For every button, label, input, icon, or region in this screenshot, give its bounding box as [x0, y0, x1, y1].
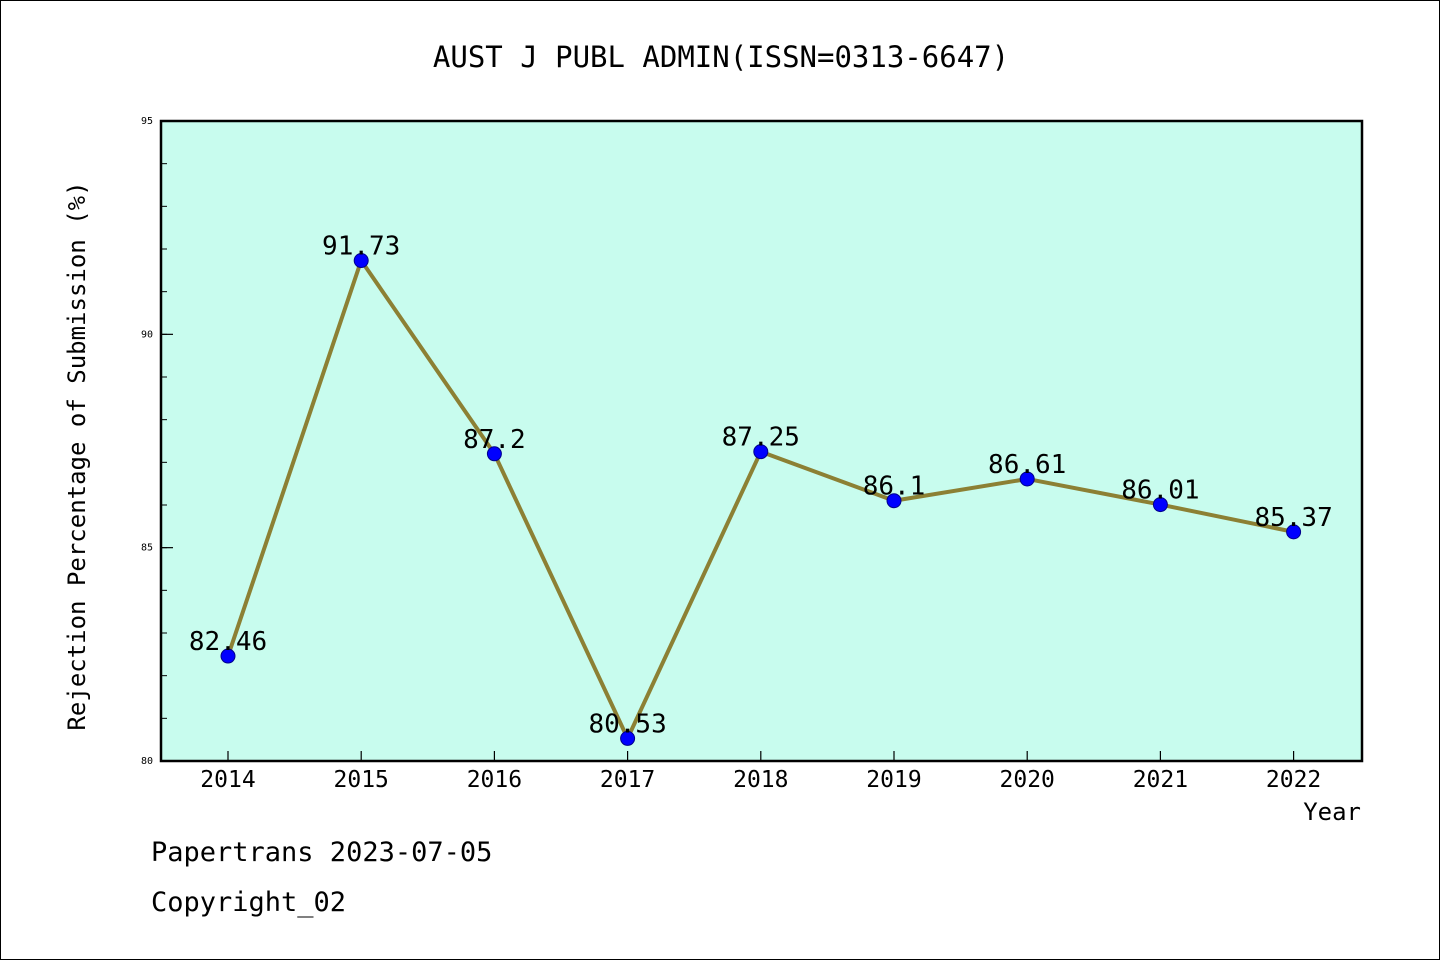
- x-axis-label: Year: [1303, 798, 1361, 826]
- x-axis-ticks: 2014 2015 2016 2017 2018 2019 2020 2021 2022: [200, 751, 1321, 793]
- data-labels: 82.46 91.73 87.2 80.53 87.25 86.1 86.61 86.01 85…: [189, 232, 1333, 740]
- data-label: 87.25: [722, 423, 800, 453]
- plot-area: [159, 119, 1364, 763]
- x-tick-label: 2016: [467, 767, 522, 793]
- data-label: 91.73: [322, 232, 400, 262]
- footer-source: Papertrans 2023-07-05: [151, 837, 493, 868]
- x-tick-label: 2021: [1133, 767, 1188, 793]
- y-axis-label: Rejection Percentage of Submission (%): [63, 181, 91, 730]
- data-label: 80.53: [588, 709, 666, 739]
- data-point: [1152, 497, 1168, 513]
- footer-copyright: Copyright_02: [151, 887, 347, 918]
- x-tick-label: 2018: [733, 767, 788, 793]
- data-point: [1286, 524, 1302, 540]
- data-label: 85.37: [1254, 503, 1332, 533]
- x-tick-label: 2020: [1000, 767, 1055, 793]
- x-tick-label: 2014: [200, 767, 255, 793]
- data-label: 82.46: [189, 627, 267, 657]
- data-label: 87.2: [463, 425, 526, 455]
- x-tick-label: 2022: [1266, 767, 1321, 793]
- data-label: 86.1: [863, 472, 926, 502]
- data-point: [486, 446, 502, 462]
- x-tick-label: 2019: [866, 767, 921, 793]
- data-label: 86.01: [1121, 476, 1199, 506]
- data-point: [753, 444, 769, 460]
- y-tick-label: 90: [141, 329, 153, 340]
- y-axis-ticks: 80 85 90 95: [141, 116, 173, 767]
- y-tick-label: 95: [141, 116, 153, 127]
- series-markers: [220, 253, 1302, 746]
- data-point: [353, 253, 369, 269]
- data-point: [886, 493, 902, 509]
- x-tick-label: 2015: [334, 767, 389, 793]
- y-tick-label: 85: [141, 543, 153, 554]
- y-tick-label: 80: [141, 756, 153, 767]
- chart-title: AUST J PUBL ADMIN(ISSN=0313-6647): [433, 40, 1009, 74]
- data-point: [220, 648, 236, 664]
- data-point: [1019, 471, 1035, 487]
- data-label: 86.61: [988, 450, 1066, 480]
- x-tick-label: 2017: [600, 767, 655, 793]
- data-point: [620, 730, 636, 746]
